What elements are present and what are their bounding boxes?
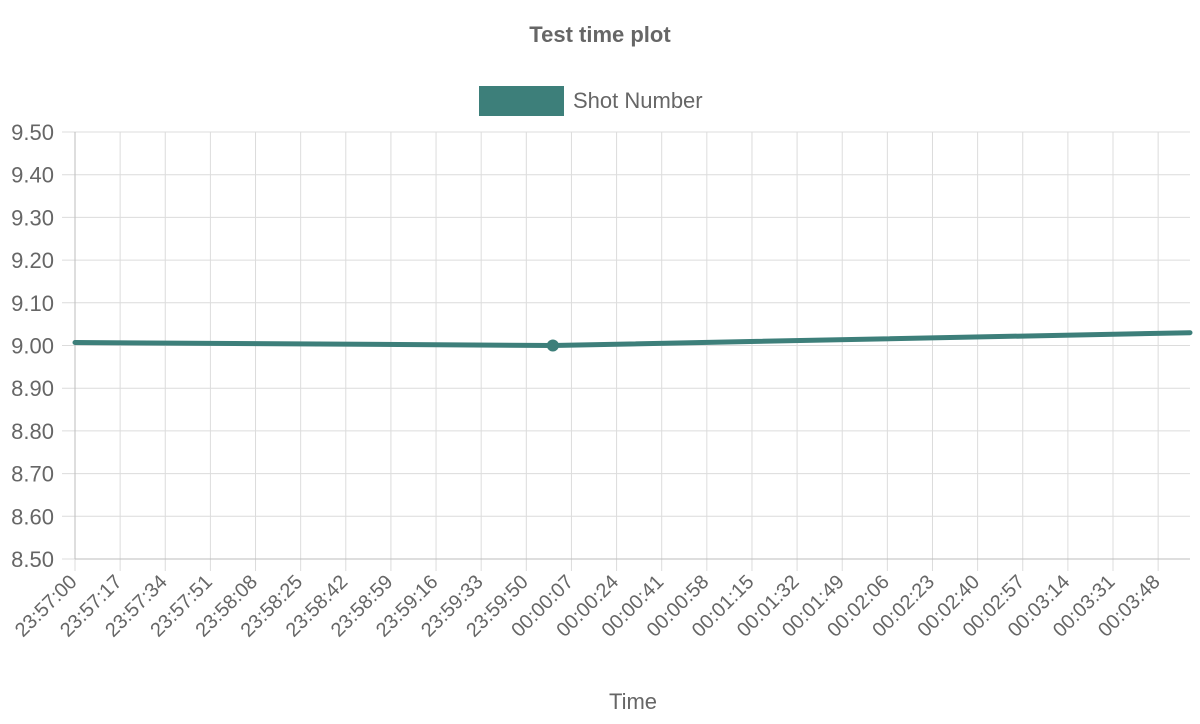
y-tick-label: 9.40	[11, 163, 54, 188]
grid-lines	[62, 131, 1190, 571]
x-axis-ticks: 23:57:0023:57:1723:57:3423:57:5123:58:08…	[11, 571, 1165, 642]
y-tick-label: 8.90	[11, 376, 54, 401]
y-tick-label: 8.80	[11, 419, 54, 444]
y-tick-label: 8.50	[11, 547, 54, 572]
chart-title: Test time plot	[529, 22, 671, 47]
y-tick-label: 8.60	[11, 504, 54, 529]
legend-swatch	[479, 86, 564, 116]
y-tick-label: 9.50	[11, 120, 54, 145]
series-layer	[72, 330, 1193, 352]
legend[interactable]: Shot Number	[479, 86, 703, 116]
y-tick-label: 9.00	[11, 334, 54, 359]
y-tick-label: 9.30	[11, 205, 54, 230]
y-axis-ticks: 9.50 9.40 9.30 9.20 9.10 9.00 8.90 8.80 8.70 8.60…	[11, 120, 54, 572]
y-tick-label: 9.20	[11, 248, 54, 273]
y-tick-label: 9.10	[11, 291, 54, 316]
y-tick-label: 8.70	[11, 462, 54, 487]
legend-label: Shot Number	[573, 88, 703, 113]
x-axis-label: Time	[609, 689, 657, 714]
data-point[interactable]	[546, 339, 559, 352]
